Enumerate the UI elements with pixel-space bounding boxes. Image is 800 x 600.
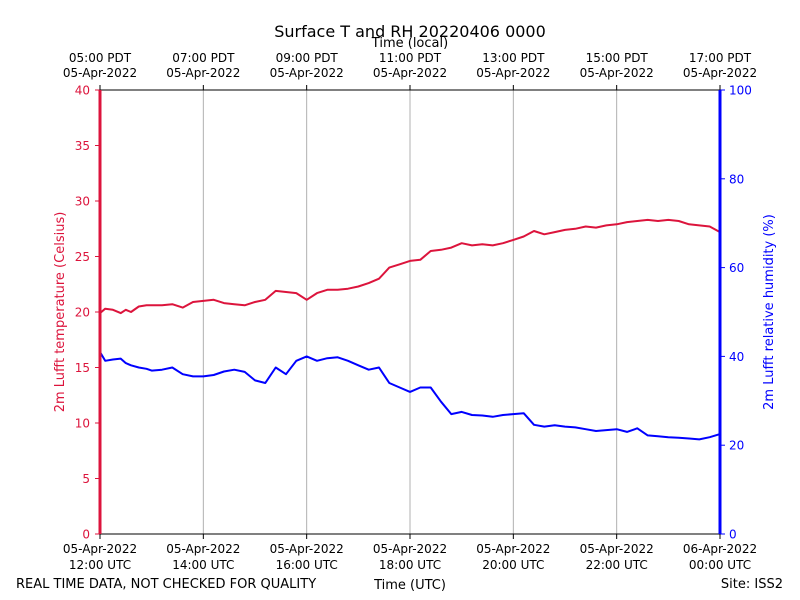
bottom-tick-time: 22:00 UTC: [586, 558, 648, 572]
bottom-tick-time: 12:00 UTC: [69, 558, 131, 572]
left-tick-label: 30: [75, 195, 90, 209]
right-axis-ticks: 0 20 40 60 80 100: [720, 84, 752, 542]
bottom-tick-date: 06-Apr-2022: [683, 542, 757, 556]
top-tick-time: 15:00 PDT: [586, 51, 649, 65]
top-tick-date: 05-Apr-2022: [683, 66, 757, 80]
top-axis-label: Time (local): [371, 36, 448, 51]
left-axis-label: 2m Lufft temperature (Celsius): [53, 212, 68, 413]
top-tick-time: 13:00 PDT: [482, 51, 545, 65]
site-label: Site: ISS2: [721, 577, 783, 592]
bottom-axis-ticks: 05-Apr-2022 12:00 UTC 05-Apr-2022 14:00 UTC…: [63, 534, 757, 572]
right-tick-label: 20: [729, 439, 744, 453]
quality-disclaimer: REAL TIME DATA, NOT CHECKED FOR QUALITY: [16, 577, 316, 592]
bottom-tick-time: 20:00 UTC: [482, 558, 544, 572]
left-tick-label: 5: [82, 472, 90, 486]
bottom-tick-date: 05-Apr-2022: [580, 542, 654, 556]
right-tick-label: 80: [729, 172, 744, 186]
bottom-tick-time: 00:00 UTC: [689, 558, 751, 572]
bottom-tick-date: 05-Apr-2022: [166, 542, 240, 556]
left-tick-label: 25: [75, 250, 90, 264]
temperature-line: [99, 218, 721, 315]
bottom-tick-date: 05-Apr-2022: [373, 542, 447, 556]
left-tick-label: 15: [75, 361, 90, 375]
top-tick-date: 05-Apr-2022: [63, 66, 137, 80]
x-axis-label: Time (UTC): [373, 578, 446, 593]
bottom-tick-date: 05-Apr-2022: [63, 542, 137, 556]
top-tick-time: 05:00 PDT: [69, 51, 132, 65]
bottom-tick-date: 05-Apr-2022: [270, 542, 344, 556]
right-tick-label: 0: [729, 528, 737, 542]
right-tick-label: 40: [729, 350, 744, 364]
humidity-line: [99, 351, 721, 441]
bottom-tick-time: 16:00 UTC: [276, 558, 338, 572]
right-axis-label: 2m Lufft relative humidity (%): [762, 214, 777, 410]
bottom-tick-time: 18:00 UTC: [379, 558, 441, 572]
top-tick-date: 05-Apr-2022: [373, 66, 447, 80]
top-tick-time: 09:00 PDT: [276, 51, 339, 65]
top-tick-date: 05-Apr-2022: [270, 66, 344, 80]
top-tick-time: 17:00 PDT: [689, 51, 752, 65]
bottom-tick-date: 05-Apr-2022: [476, 542, 550, 556]
top-tick-date: 05-Apr-2022: [580, 66, 654, 80]
left-tick-label: 35: [75, 139, 90, 153]
chart-title: Surface T and RH 20220406 0000: [274, 22, 546, 41]
vertical-gridlines: [202, 90, 618, 534]
left-axis-ticks: 0 5 10 15 20 25 30 35 40: [75, 84, 100, 542]
top-tick-date: 05-Apr-2022: [166, 66, 240, 80]
left-tick-label: 20: [75, 306, 90, 320]
left-tick-label: 10: [75, 417, 90, 431]
data-series: [99, 218, 721, 441]
left-tick-label: 40: [75, 84, 90, 98]
top-tick-time: 11:00 PDT: [379, 51, 442, 65]
top-tick-time: 07:00 PDT: [172, 51, 235, 65]
right-tick-label: 60: [729, 261, 744, 275]
right-tick-label: 100: [729, 84, 752, 98]
left-tick-label: 0: [82, 528, 90, 542]
top-tick-date: 05-Apr-2022: [476, 66, 550, 80]
bottom-tick-time: 14:00 UTC: [172, 558, 234, 572]
